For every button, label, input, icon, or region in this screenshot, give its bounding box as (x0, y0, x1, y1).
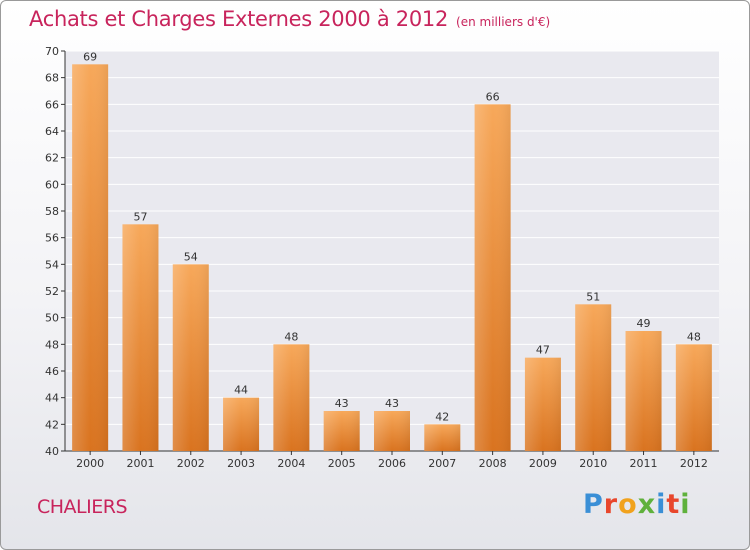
logo-letter: t (666, 489, 681, 520)
y-tick-label: 44 (45, 392, 59, 405)
bar-highlight (424, 424, 461, 451)
bar-value-label: 66 (486, 90, 500, 103)
logo-letter: i (656, 489, 667, 520)
x-tick-label: 2010 (579, 457, 607, 470)
bar-value-label: 57 (133, 210, 147, 223)
chart-title: Achats et Charges Externes 2000 à 2012 (29, 7, 449, 31)
chart-unit: (en milliers d'€) (456, 15, 551, 29)
x-tick-label: 2002 (177, 457, 205, 470)
y-tick-label: 64 (45, 125, 59, 138)
logo-letter: o (618, 489, 638, 520)
x-tick-label: 2000 (76, 457, 104, 470)
bar-value-label: 69 (83, 50, 97, 63)
bar-value-label: 48 (687, 330, 701, 343)
plot-area (65, 51, 719, 451)
x-tick-label: 2006 (378, 457, 406, 470)
x-tick-label: 2001 (126, 457, 154, 470)
bar-value-label: 44 (234, 384, 248, 397)
bar-highlight (72, 64, 109, 452)
bar-highlight (374, 411, 410, 451)
y-tick-label: 60 (45, 178, 59, 191)
proxiti-logo: Proxiti (583, 489, 691, 520)
y-tick-label: 56 (45, 232, 59, 245)
y-tick-label: 62 (45, 152, 59, 165)
bar-highlight (675, 344, 712, 451)
bar-highlight (223, 397, 260, 451)
x-tick-label: 2008 (479, 457, 507, 470)
logo-letter: P (583, 489, 604, 520)
x-tick-label: 2003 (227, 457, 255, 470)
x-tick-label: 2012 (680, 457, 708, 470)
bar-highlight (474, 104, 511, 451)
y-tick-label: 70 (45, 45, 59, 58)
y-tick-label: 66 (45, 98, 59, 111)
bar-value-label: 49 (637, 317, 651, 330)
bar-value-label: 47 (536, 344, 550, 357)
y-tick-label: 54 (45, 258, 59, 271)
bar-value-label: 51 (586, 290, 600, 303)
logo-letter: r (603, 489, 619, 520)
y-tick-label: 46 (45, 365, 59, 378)
bar-value-label: 42 (435, 410, 449, 423)
bar-highlight (122, 224, 159, 451)
y-tick-label: 50 (45, 312, 59, 325)
bars (72, 64, 712, 452)
bar-highlight (625, 331, 662, 451)
x-tick-label: 2009 (529, 457, 557, 470)
y-tick-label: 58 (45, 205, 59, 218)
y-tick-label: 48 (45, 338, 59, 351)
bar-value-label: 43 (385, 397, 399, 410)
bar-highlight (524, 357, 561, 451)
bar-highlight (172, 264, 209, 451)
y-tick-label: 52 (45, 285, 59, 298)
x-tick-label: 2011 (630, 457, 658, 470)
y-tick-label: 68 (45, 72, 59, 85)
bar-highlight (273, 344, 310, 451)
x-tick-label: 2007 (428, 457, 456, 470)
chart-header: Achats et Charges Externes 2000 à 2012 (e… (29, 7, 550, 31)
logo-letter: x (637, 489, 657, 520)
commune-name: CHALIERS (37, 496, 128, 518)
logo-letter: i (680, 489, 691, 520)
x-tick-label: 2005 (328, 457, 356, 470)
bar-highlight (575, 304, 612, 451)
x-tick-label: 2004 (277, 457, 305, 470)
bar-highlight (323, 411, 360, 451)
value-labels: 69 2000 57 2001 54 2002 44 2003 48 2004 43 2005 43 20… (76, 50, 708, 470)
y-tick-label: 42 (45, 418, 59, 431)
gridlines (65, 50, 719, 451)
y-tick-label: 40 (45, 445, 59, 458)
bar-value-label: 43 (335, 397, 349, 410)
bar-value-label: 48 (284, 330, 298, 343)
bar-value-label: 54 (184, 250, 198, 263)
